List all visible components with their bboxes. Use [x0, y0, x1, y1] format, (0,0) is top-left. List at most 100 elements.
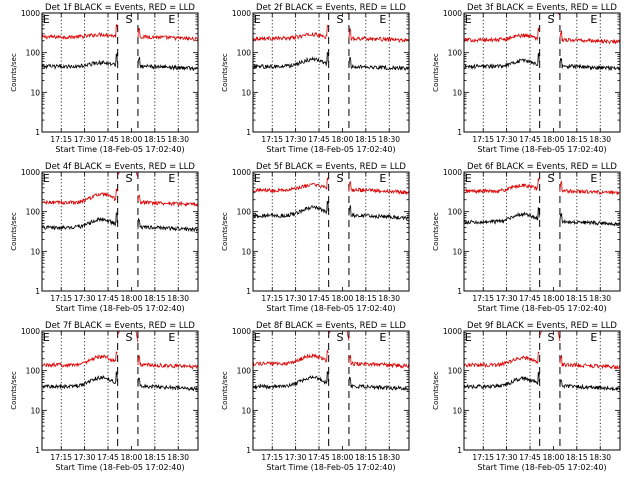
x-tick-label: 17:45	[308, 453, 330, 462]
x-tick-label: 18:00	[121, 453, 143, 462]
interval-marker-e: E	[465, 172, 472, 185]
series-lld-line	[253, 178, 328, 192]
y-tick-label: 1000	[443, 327, 462, 336]
y-tick-label: 1	[246, 446, 251, 455]
series-lld-line	[42, 25, 117, 39]
panel-title: Det 2f BLACK = Events, RED = LLD	[256, 3, 406, 13]
x-tick-label: 18:15	[566, 135, 588, 144]
x-tick-label: 17:45	[308, 135, 330, 144]
y-axis-label: Counts/sec	[432, 371, 440, 410]
x-tick-label: 18:15	[355, 453, 377, 462]
plot-frame	[253, 331, 409, 450]
x-tick-label: 17:15	[472, 294, 494, 303]
interval-marker-s: S	[125, 13, 132, 26]
y-axis-label: Counts/sec	[10, 212, 18, 251]
plot-frame	[42, 331, 198, 450]
panel-title: Det 9f BLACK = Events, RED = LLD	[467, 321, 617, 331]
series-lld-line	[138, 28, 198, 41]
series-events-line	[464, 53, 539, 68]
x-tick-label: 18:15	[355, 135, 377, 144]
x-tick-label: 17:45	[519, 294, 541, 303]
x-tick-label: 18:30	[378, 135, 400, 144]
plot-frame	[253, 13, 409, 132]
x-tick-label: 17:15	[50, 453, 72, 462]
plot-frame	[464, 331, 620, 450]
interval-marker-e: E	[590, 13, 597, 26]
y-tick-label: 1	[246, 287, 251, 296]
y-tick-label: 100	[448, 367, 463, 376]
x-tick-label: 17:45	[519, 135, 541, 144]
x-tick-label: 18:00	[332, 135, 354, 144]
y-tick-label: 10	[30, 88, 40, 97]
y-tick-label: 1000	[21, 9, 40, 18]
plot-frame	[464, 172, 620, 291]
y-axis-label: Counts/sec	[432, 53, 440, 92]
x-tick-label: 18:15	[566, 294, 588, 303]
panel-det-6: Det 6f BLACK = Events, RED = LLDCounts/s…	[432, 162, 620, 313]
y-tick-label: 100	[448, 49, 463, 58]
series-lld-line	[253, 25, 328, 40]
y-axis-label: Counts/sec	[432, 212, 440, 251]
y-tick-label: 1000	[232, 9, 251, 18]
interval-marker-e: E	[590, 172, 597, 185]
y-axis-label: Counts/sec	[221, 212, 229, 251]
x-tick-label: 18:00	[121, 135, 143, 144]
interval-marker-e: E	[43, 13, 50, 26]
x-tick-label: 17:30	[285, 453, 307, 462]
panel-title: Det 3f BLACK = Events, RED = LLD	[467, 3, 617, 13]
x-tick-label: 17:30	[74, 135, 96, 144]
x-tick-label: 18:15	[144, 135, 166, 144]
interval-marker-e: E	[254, 13, 261, 26]
y-tick-label: 1000	[443, 168, 462, 177]
interval-marker-e: E	[254, 172, 261, 185]
x-tick-label: 17:15	[50, 135, 72, 144]
y-tick-label: 100	[237, 367, 252, 376]
plot-frame	[42, 13, 198, 132]
interval-marker-s: S	[125, 331, 132, 344]
series-lld-line	[560, 30, 620, 43]
panel-title: Det 1f BLACK = Events, RED = LLD	[45, 3, 195, 13]
x-tick-label: 17:45	[308, 294, 330, 303]
x-tick-label: 18:30	[589, 453, 611, 462]
x-tick-label: 17:30	[496, 294, 518, 303]
x-tick-label: 18:30	[378, 453, 400, 462]
panel-det-1: Det 1f BLACK = Events, RED = LLDCounts/s…	[10, 3, 198, 154]
panel-det-4: Det 4f BLACK = Events, RED = LLDCounts/s…	[10, 162, 198, 313]
interval-marker-s: S	[336, 172, 343, 185]
x-axis-label: Start Time (18-Feb-05 17:02:40)	[55, 304, 184, 313]
y-tick-label: 10	[452, 88, 462, 97]
interval-marker-s: S	[125, 172, 132, 185]
series-lld-line	[464, 178, 539, 193]
series-lld-line	[349, 29, 409, 42]
series-lld-line	[42, 352, 117, 367]
panel-det-2: Det 2f BLACK = Events, RED = LLDCounts/s…	[221, 3, 409, 154]
series-events-line	[138, 378, 198, 390]
x-axis-label: Start Time (18-Feb-05 17:02:40)	[55, 145, 184, 154]
series-lld-line	[560, 355, 620, 369]
y-tick-label: 10	[452, 247, 462, 256]
panel-det-8: Det 8f BLACK = Events, RED = LLDCounts/s…	[221, 321, 409, 472]
x-tick-label: 17:30	[285, 294, 307, 303]
y-tick-label: 1000	[21, 168, 40, 177]
interval-marker-s: S	[547, 13, 554, 26]
x-tick-label: 18:30	[167, 453, 189, 462]
y-tick-label: 10	[241, 247, 251, 256]
series-events-line	[253, 201, 328, 217]
y-tick-label: 100	[237, 49, 252, 58]
interval-marker-s: S	[336, 331, 343, 344]
interval-marker-e: E	[465, 331, 472, 344]
x-tick-label: 17:15	[261, 135, 283, 144]
x-tick-label: 17:15	[472, 453, 494, 462]
x-tick-label: 17:30	[496, 453, 518, 462]
series-events-line	[253, 53, 328, 69]
series-events-line	[349, 57, 409, 70]
series-events-line	[464, 207, 539, 223]
series-lld-line	[138, 355, 198, 368]
y-tick-label: 1	[35, 446, 40, 455]
series-lld-line	[464, 28, 539, 42]
series-events-line	[253, 371, 328, 388]
panel-det-5: Det 5f BLACK = Events, RED = LLDCounts/s…	[221, 162, 409, 313]
x-tick-label: 18:15	[566, 453, 588, 462]
x-tick-label: 17:15	[50, 294, 72, 303]
